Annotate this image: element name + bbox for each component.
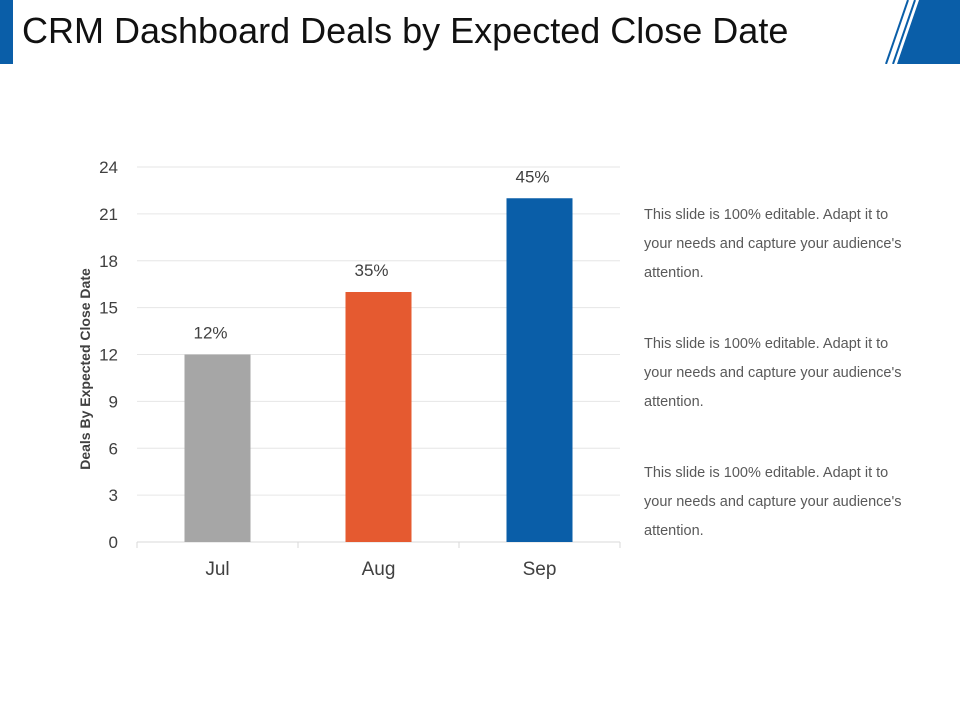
- y-tick-label: 3: [109, 486, 118, 505]
- data-label: 35%: [354, 261, 388, 280]
- data-label: 12%: [193, 324, 227, 343]
- y-tick-label: 18: [99, 252, 118, 271]
- data-label: 45%: [515, 167, 549, 186]
- x-tick-label: Jul: [205, 559, 229, 580]
- bar-aug: [345, 292, 412, 542]
- y-tick-label: 15: [99, 299, 118, 318]
- x-tick-label: Sep: [523, 559, 557, 580]
- bar-jul: [184, 354, 251, 542]
- bars: [184, 198, 573, 542]
- y-axis-label: Deals By Expected Close Date: [77, 268, 93, 470]
- x-tick-label: Aug: [362, 559, 396, 580]
- x-axis-ticks: Jul Aug Sep: [205, 559, 556, 580]
- y-tick-label: 12: [99, 346, 118, 365]
- y-axis-ticks: 0 3 6 9 12 15 18 21 24: [99, 158, 118, 552]
- slide-title: CRM Dashboard Deals by Expected Close Da…: [22, 10, 789, 51]
- note-text: This slide is 100% editable. Adapt it to…: [644, 336, 902, 410]
- note-text: This slide is 100% editable. Adapt it to…: [644, 207, 902, 281]
- data-labels: 12% 35% 45%: [193, 167, 549, 342]
- y-tick-label: 6: [109, 439, 118, 458]
- y-tick-label: 24: [99, 158, 118, 177]
- x-axis: [136, 541, 621, 548]
- note-text: This slide is 100% editable. Adapt it to…: [644, 465, 902, 539]
- y-tick-label: 9: [109, 392, 118, 411]
- y-tick-label: 0: [109, 533, 118, 552]
- title-accent-bar: [0, 0, 13, 64]
- y-tick-label: 21: [99, 205, 118, 224]
- bar-sep: [506, 198, 573, 542]
- notes-panel: This slide is 100% editable. Adapt it to…: [644, 201, 904, 588]
- corner-stripes-decoration: [885, 0, 960, 64]
